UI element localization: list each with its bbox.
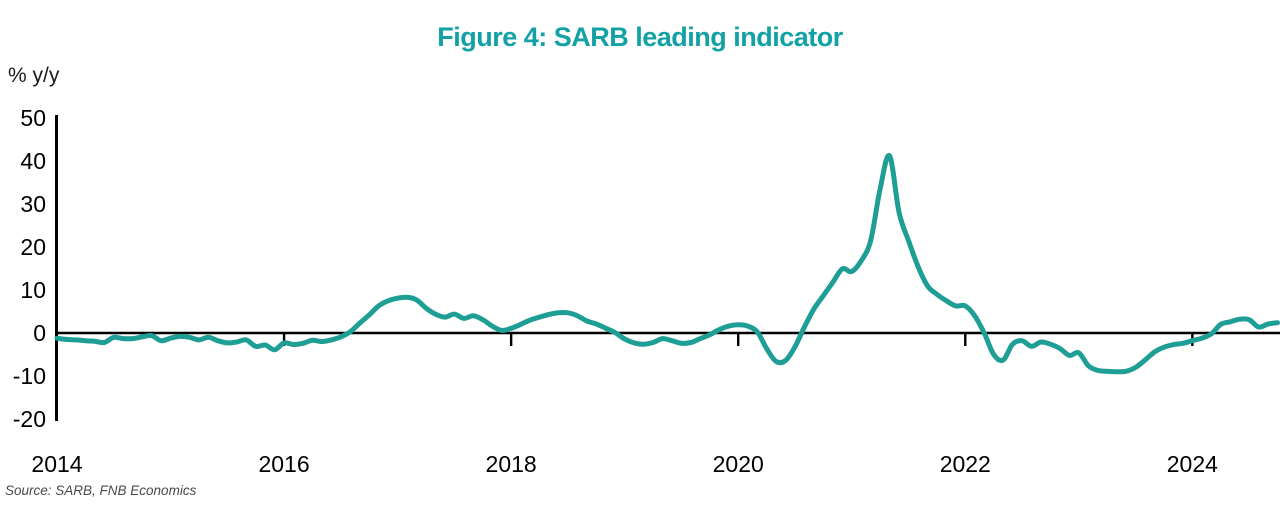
y-tick-label: 50: [20, 105, 46, 131]
source-note: Source: SARB, FNB Economics: [5, 483, 197, 498]
x-tick-label: 2024: [1167, 451, 1218, 477]
x-tick-label: 2018: [486, 451, 537, 477]
indicator-line: [54, 153, 1280, 375]
y-tick-label: -20: [13, 406, 46, 432]
y-tick-label: 20: [20, 234, 46, 260]
x-tick-label: 2020: [713, 451, 764, 477]
chart-title: Figure 4: SARB leading indicator: [437, 22, 843, 52]
y-tick-label: 40: [20, 148, 46, 174]
x-tick-label: 2022: [940, 451, 991, 477]
x-tick-label: 2014: [31, 451, 82, 477]
x-tick-label: 2016: [258, 451, 309, 477]
y-axis-unit-label: % y/y: [8, 64, 60, 87]
y-tick-label: -10: [13, 363, 46, 389]
y-tick-label: 10: [20, 277, 46, 303]
y-tick-label: 30: [20, 191, 46, 217]
y-tick-label: 0: [33, 320, 46, 346]
